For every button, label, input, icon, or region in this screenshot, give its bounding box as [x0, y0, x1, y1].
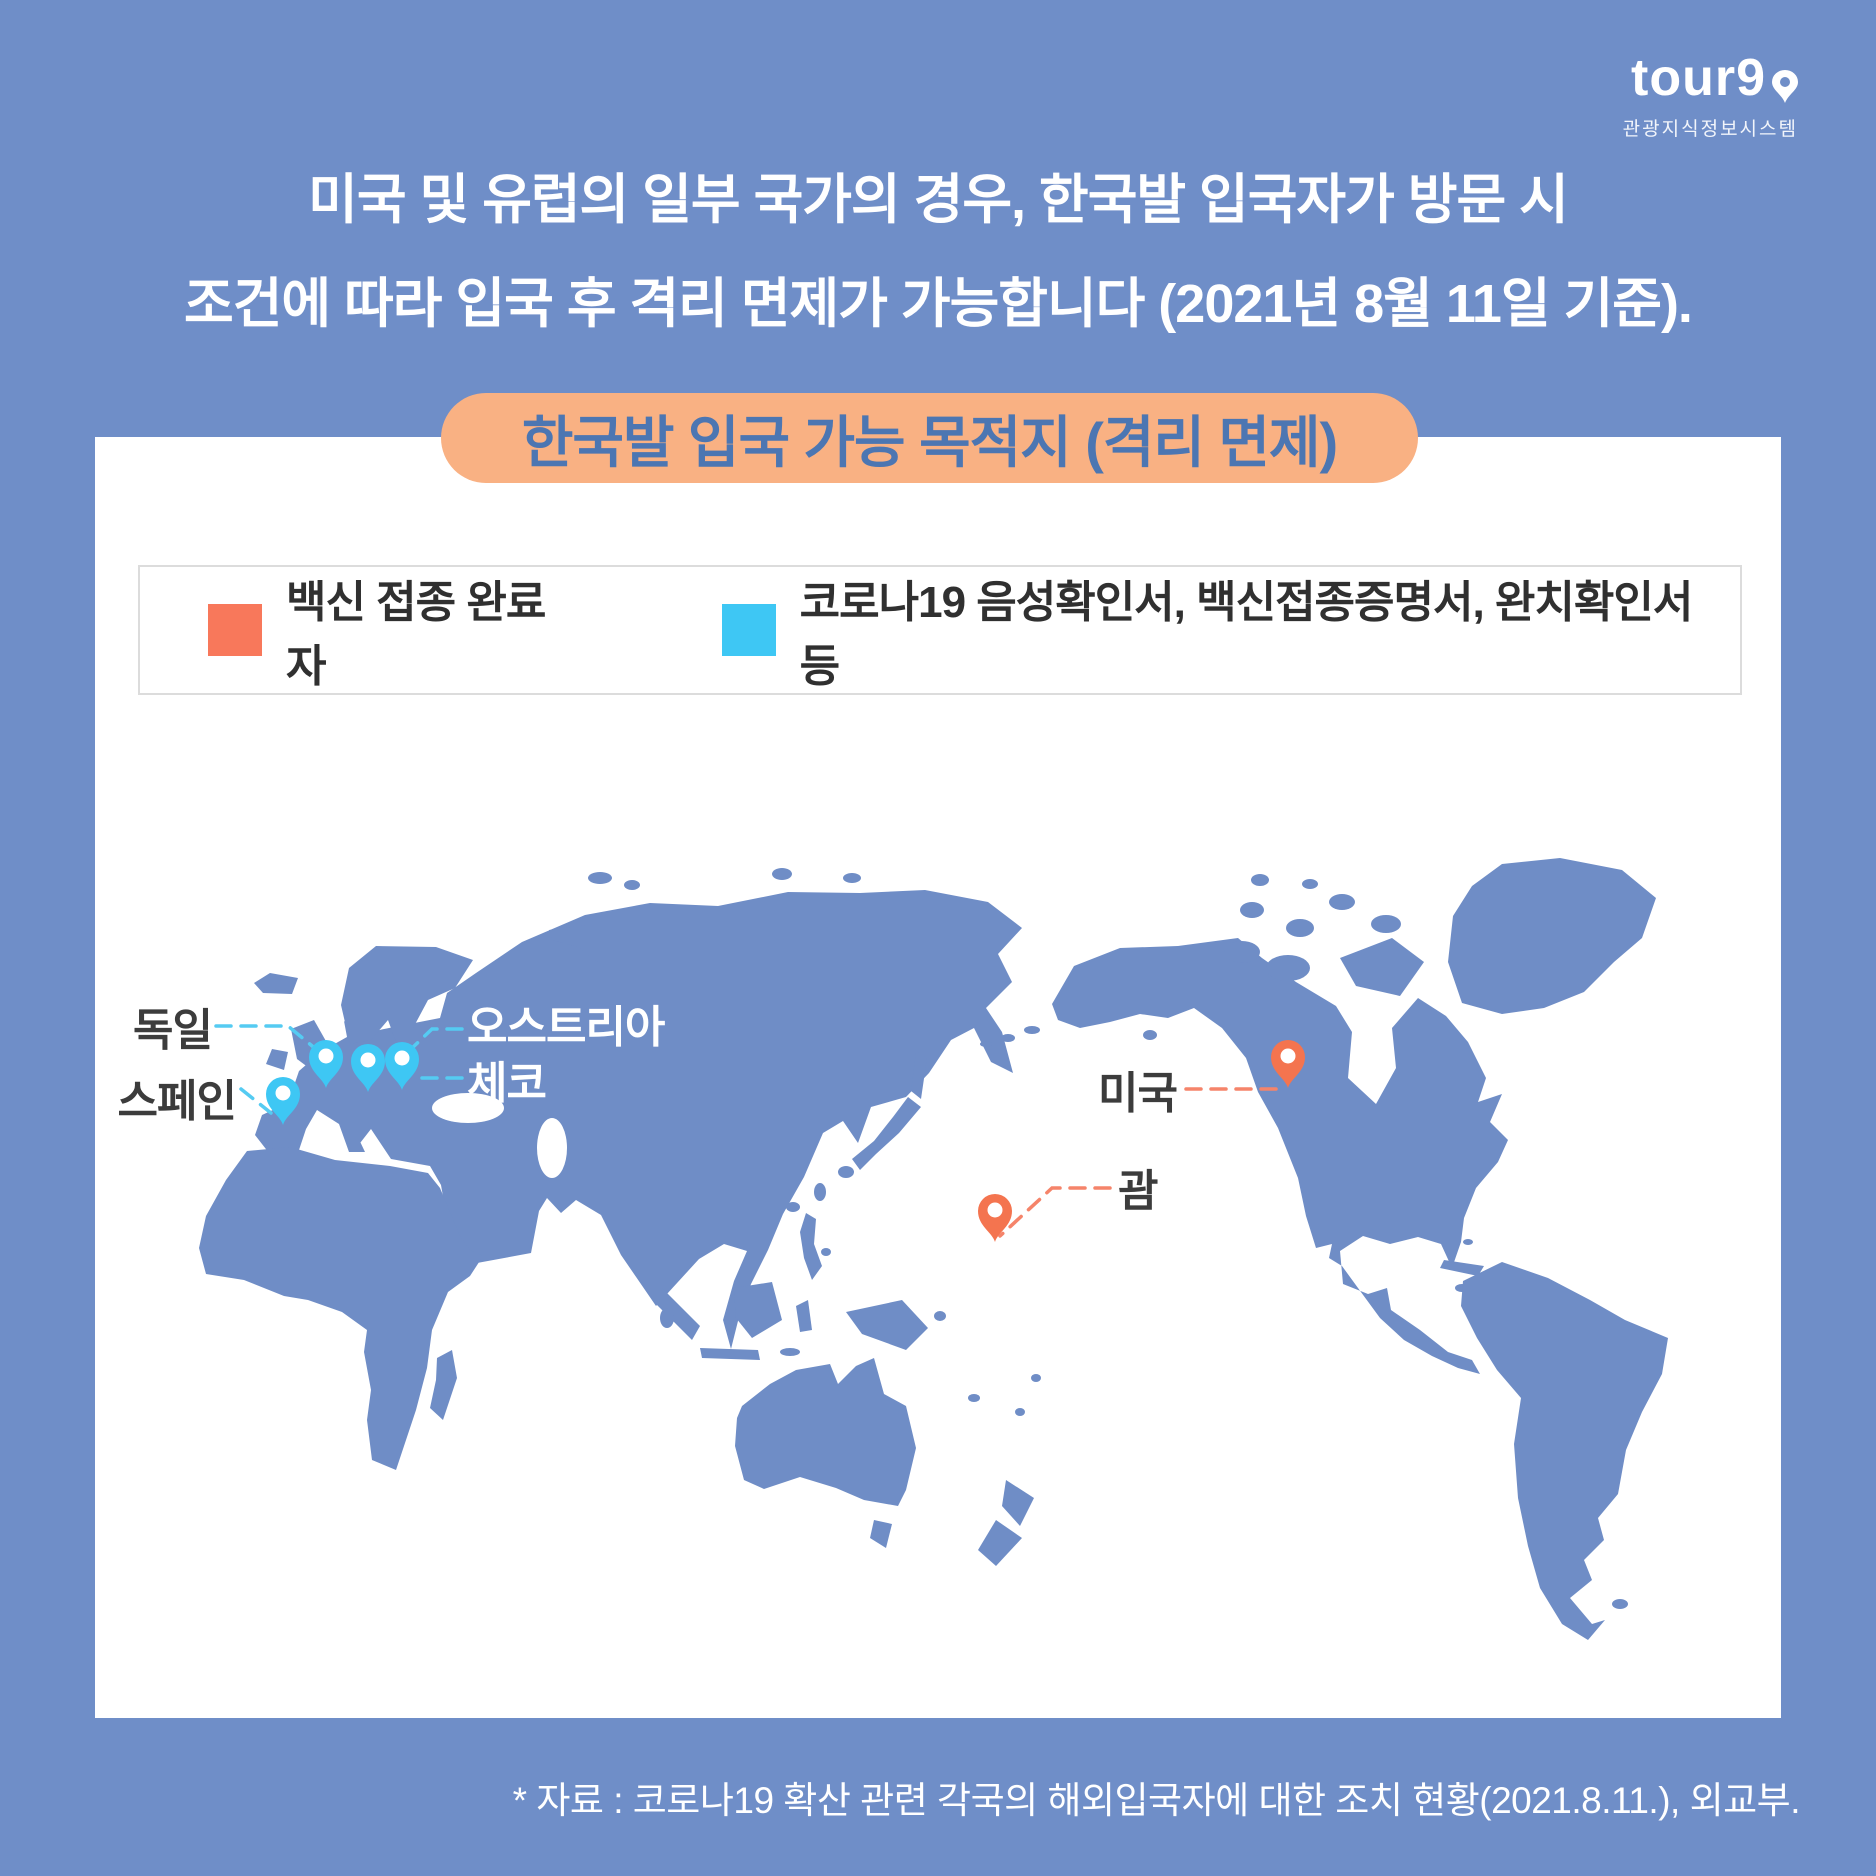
- legend-label: 코로나19 음성확인서, 백신접종증명서, 완치확인서 등: [799, 578, 1694, 691]
- legend-swatch-orange: [208, 604, 262, 656]
- caspian-sea: [537, 1118, 567, 1178]
- map-label-spain: 스페인: [117, 1077, 237, 1126]
- header-line-2: 조건에 따라 입국 후 격리 면제가 가능합니다 (2021년 8월 11일 기…: [184, 274, 1693, 334]
- logo-brand-text: tour9: [1631, 49, 1766, 107]
- black-sea: [432, 1093, 504, 1123]
- label-connector-lines: [214, 1024, 1283, 1238]
- connector-guam: [998, 1186, 1112, 1238]
- map-label-czech: 체코: [467, 1059, 547, 1108]
- map-label-germany: 독일: [133, 1006, 213, 1055]
- legend-item-vaccinated: 백신 접종 완료자: [140, 566, 584, 694]
- header-text: 미국 및 유럽의 일부 국가의 경우, 한국발 입국자가 방문 시 조건에 따라…: [0, 148, 1876, 356]
- map-label-austria: 오스트리아: [467, 1003, 665, 1052]
- legend-label: 백신 접종 완료자: [286, 578, 546, 691]
- map-label-guam: 괌: [1118, 1167, 1158, 1216]
- logo: tour9 관광지식정보시스템: [1623, 52, 1798, 141]
- logo-subtitle: 관광지식정보시스템: [1622, 119, 1798, 140]
- continents: [199, 858, 1668, 1640]
- connector-spain: [239, 1087, 273, 1115]
- pin-guam: [978, 1194, 1012, 1242]
- legend-box: 백신 접종 완료자 코로나19 음성확인서, 백신접종증명서, 완치확인서 등: [138, 565, 1742, 695]
- title-badge: 한국발 입국 가능 목적지 (격리 면제): [441, 393, 1418, 483]
- legend-swatch-cyan: [721, 604, 776, 656]
- legend-item-documents: 코로나19 음성확인서, 백신접종증명서, 완치확인서 등: [584, 566, 1740, 694]
- source-note: * 자료 : 코로나19 확산 관련 각국의 해외입국자에 대한 조치 현황(2…: [512, 1780, 1801, 1821]
- connector-austria: [407, 1027, 464, 1053]
- connector-germany: [214, 1024, 319, 1052]
- header-line-1: 미국 및 유럽의 일부 국가의 경우, 한국발 입국자가 방문 시: [308, 170, 1569, 230]
- location-pin-icon: [1772, 70, 1798, 103]
- title-badge-text: 한국발 입국 가능 목적지 (격리 면제): [521, 410, 1338, 474]
- map-label-usa: 미국: [1098, 1069, 1178, 1118]
